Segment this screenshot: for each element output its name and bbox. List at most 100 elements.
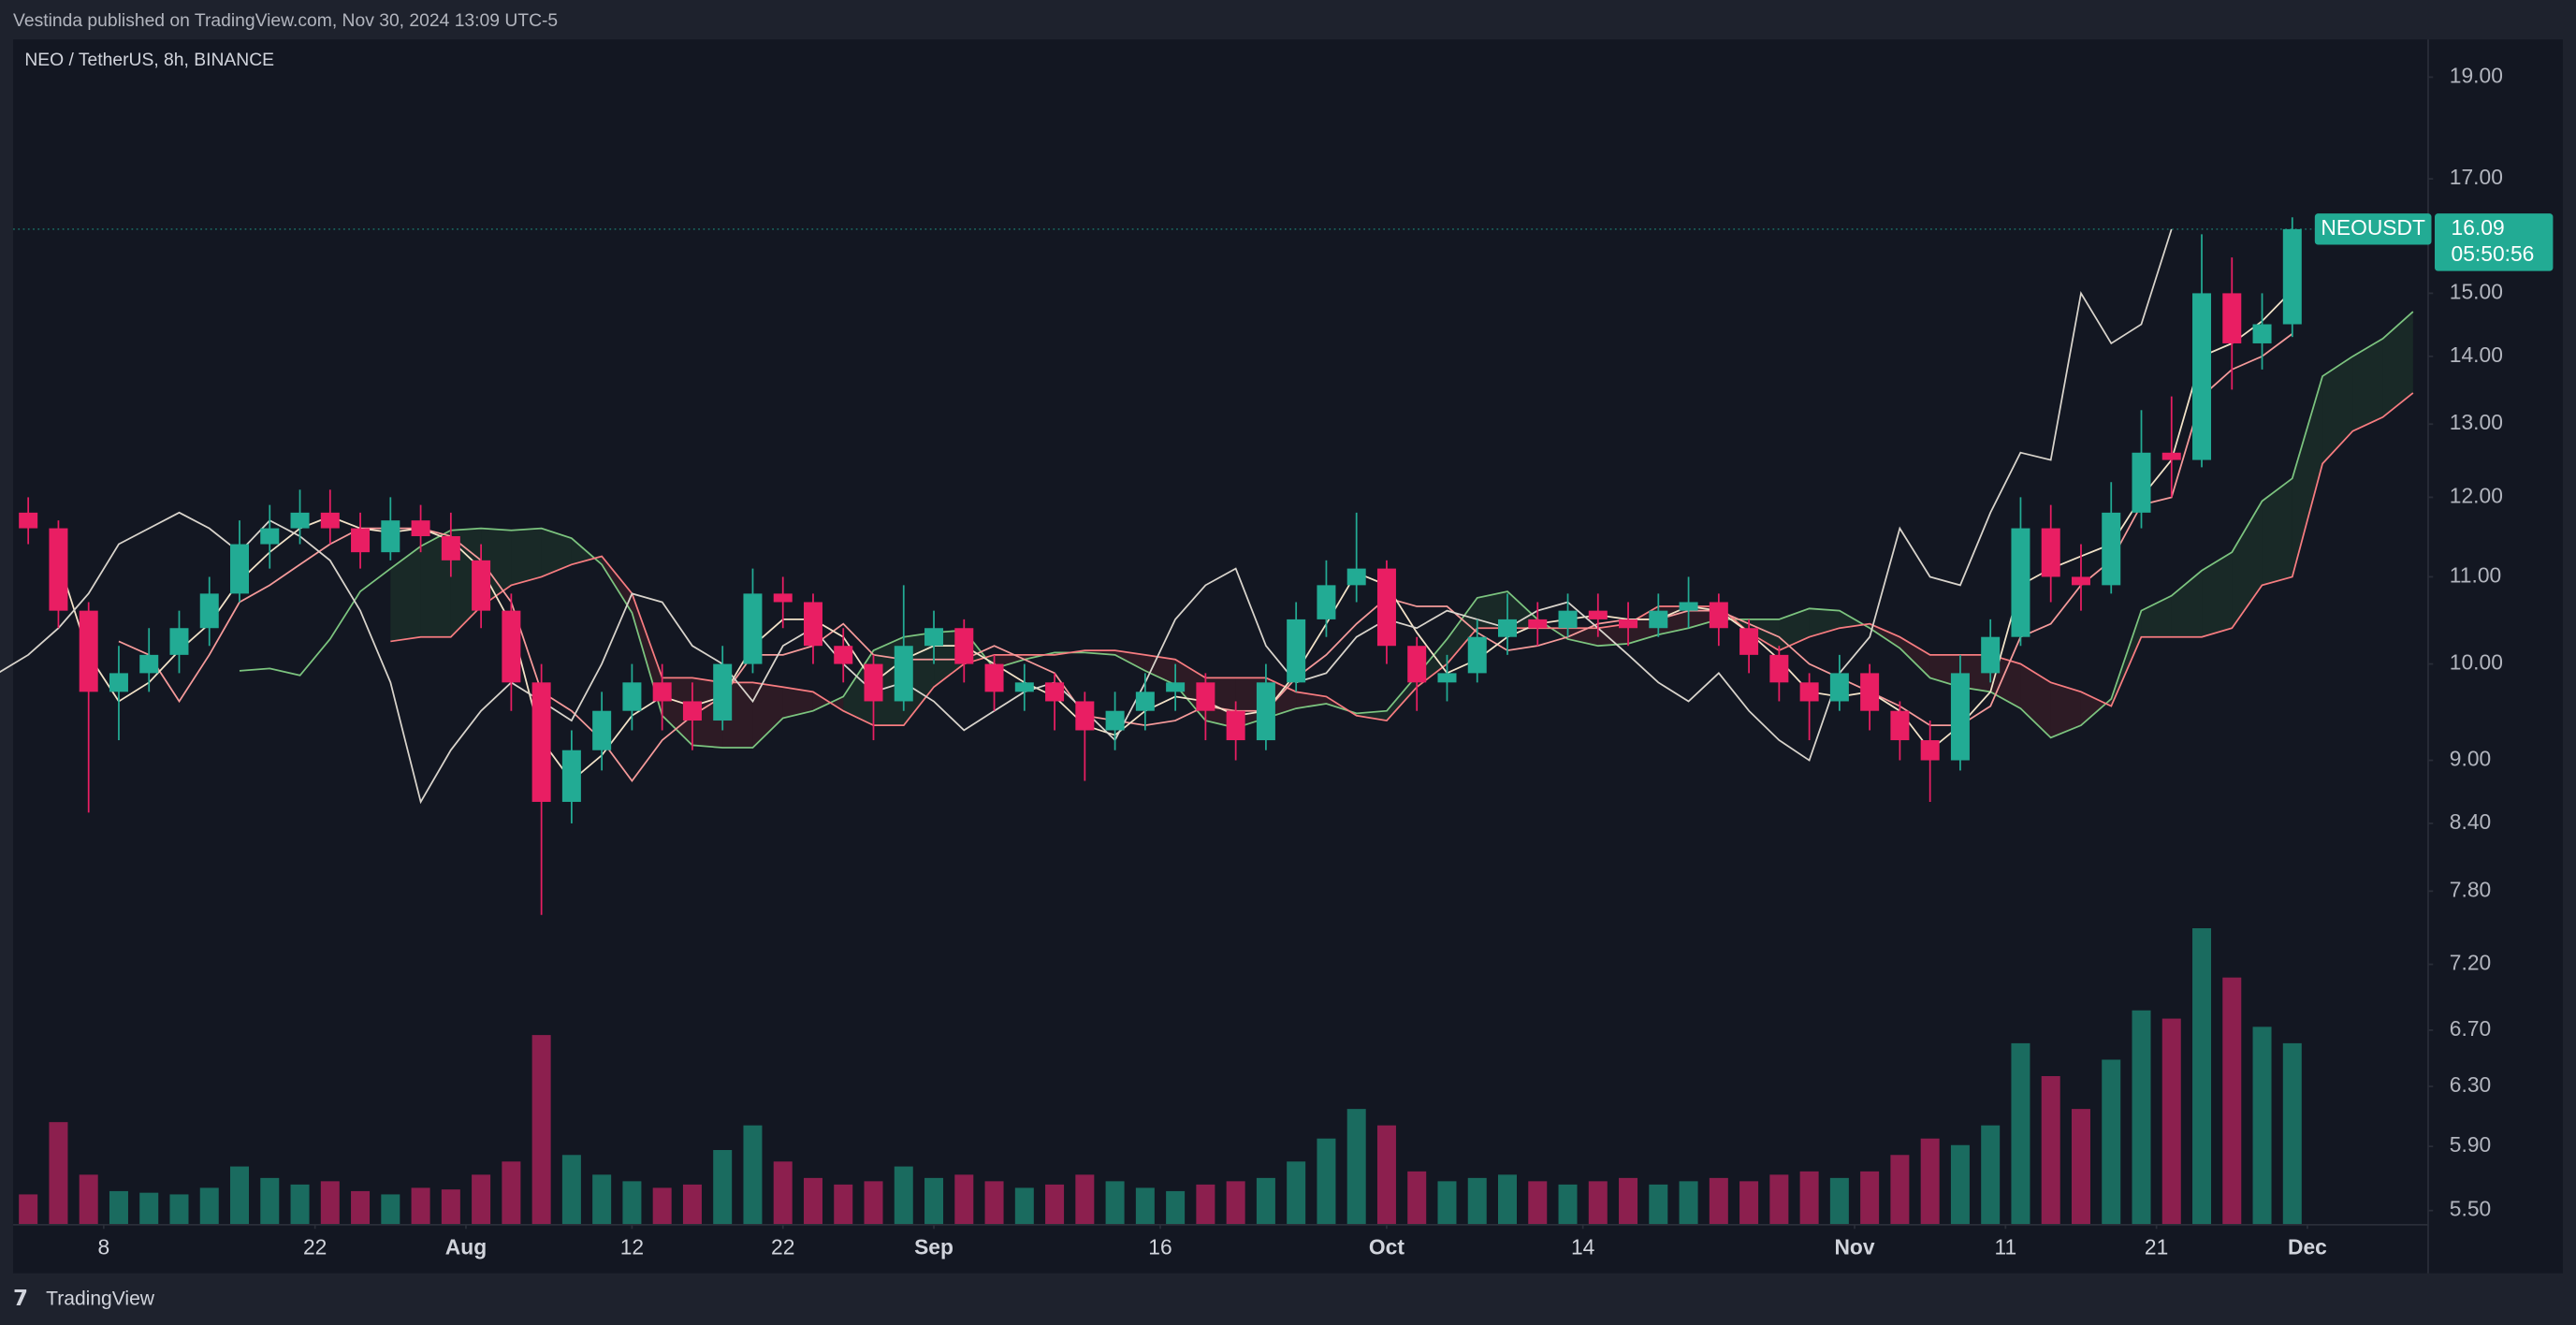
candle-body xyxy=(1376,568,1396,647)
candle-body xyxy=(2252,324,2272,343)
volume-bar xyxy=(1920,1138,1940,1225)
y-tick-label: 7.20 xyxy=(2450,951,2491,975)
volume-bar xyxy=(1950,1144,1970,1225)
cloud xyxy=(782,687,813,719)
candle-body xyxy=(1558,610,1578,629)
candle-body xyxy=(320,512,340,529)
volume-bar xyxy=(834,1184,853,1225)
volume-bar xyxy=(1558,1184,1578,1225)
volume-bar xyxy=(1890,1155,1910,1225)
candle-body xyxy=(1679,602,1698,611)
cloud xyxy=(541,528,572,577)
volume-bar xyxy=(2071,1109,2090,1225)
candle-body xyxy=(79,610,98,692)
candle-body xyxy=(954,628,974,664)
candle-body xyxy=(773,593,793,603)
cloud xyxy=(2171,570,2203,637)
volume-bar xyxy=(2282,1042,2302,1225)
volume-bar xyxy=(1769,1174,1789,1225)
price-tag xyxy=(2435,213,2554,271)
x-tick-label: 8 xyxy=(97,1234,109,1259)
volume-bar xyxy=(803,1177,822,1225)
brand[interactable]: 𝟳 TradingView xyxy=(13,1286,155,1310)
cloud xyxy=(2050,682,2081,738)
cloud xyxy=(2352,338,2383,431)
candle-body xyxy=(1256,682,1275,741)
cloud xyxy=(2080,692,2112,726)
volume-bar xyxy=(1739,1181,1759,1225)
candle-body xyxy=(924,628,944,647)
volume-bar xyxy=(1376,1125,1396,1225)
candle-body xyxy=(2192,293,2212,460)
volume-bar xyxy=(1196,1184,1215,1225)
candle-body xyxy=(652,682,672,702)
candle-body xyxy=(1045,682,1065,702)
volume-bar xyxy=(2192,927,2212,1225)
cloud xyxy=(2202,552,2233,637)
volume-bar xyxy=(411,1187,430,1225)
cloud xyxy=(390,546,421,642)
x-tick-label: 12 xyxy=(620,1234,644,1259)
candle-body xyxy=(290,512,310,529)
price-tag-value: 16.09 xyxy=(2452,215,2505,240)
candle-body xyxy=(19,512,38,529)
volume-bar xyxy=(2041,1076,2060,1225)
cloud xyxy=(511,528,542,586)
candle-body xyxy=(1860,673,1880,711)
volume-bar xyxy=(169,1194,189,1225)
candle-body xyxy=(351,528,371,553)
candle-body xyxy=(1950,673,1970,761)
x-tick-label: Dec xyxy=(2288,1234,2327,1259)
volume-bar xyxy=(441,1189,460,1225)
cloud xyxy=(1386,675,1418,721)
volume-bar xyxy=(1860,1171,1880,1225)
volume-bar xyxy=(79,1174,98,1225)
y-tick-label: 13.00 xyxy=(2450,410,2503,434)
volume-bar xyxy=(1588,1181,1608,1225)
x-tick-label: 11 xyxy=(1994,1234,2016,1259)
candle-body xyxy=(1075,701,1095,731)
brand-name: TradingView xyxy=(46,1288,155,1309)
cloud xyxy=(752,682,783,749)
countdown: 05:50:56 xyxy=(2452,241,2535,266)
cloud xyxy=(2262,478,2292,586)
x-tick-label: Oct xyxy=(1369,1234,1404,1259)
symbol-legend[interactable]: NEO / TetherUS, 8h, BINANCE xyxy=(24,51,274,70)
y-tick-label: 12.00 xyxy=(2450,483,2503,507)
candle-body xyxy=(260,528,280,545)
leading-span-a xyxy=(239,311,2414,749)
volume-bar xyxy=(109,1190,128,1225)
symbol-tag-label: NEOUSDT xyxy=(2321,215,2425,240)
volume-bar xyxy=(592,1174,612,1225)
volume-bar xyxy=(1045,1184,1065,1225)
candle-body xyxy=(1287,619,1306,683)
y-tick-label: 7.80 xyxy=(2450,877,2491,901)
cloud xyxy=(602,556,633,613)
candle-body xyxy=(1829,673,1849,702)
candle-body xyxy=(1709,602,1728,629)
volume-bar xyxy=(743,1125,763,1225)
candle-body xyxy=(1014,682,1034,692)
volume-bar xyxy=(1799,1171,1819,1225)
candle-body xyxy=(1467,636,1487,674)
cloud xyxy=(1114,650,1145,671)
volume-bar xyxy=(260,1177,280,1225)
cloud xyxy=(1447,597,1477,664)
candle-body xyxy=(1196,682,1215,711)
cloud xyxy=(2020,663,2051,738)
volume-bar xyxy=(1075,1174,1095,1225)
candle-body xyxy=(1346,568,1366,586)
volume-bar xyxy=(1619,1177,1638,1225)
cloud xyxy=(2382,312,2413,417)
candle-body xyxy=(139,654,159,674)
volume-bar xyxy=(622,1181,642,1225)
candle-body xyxy=(713,663,733,721)
volume-bar xyxy=(773,1161,793,1225)
candle-body xyxy=(230,544,250,594)
candle-body xyxy=(1920,740,1940,761)
candle-body xyxy=(894,646,913,702)
volume-bar xyxy=(1226,1181,1245,1225)
volume-bar xyxy=(1981,1125,2001,1225)
volume-bar xyxy=(2252,1027,2272,1225)
